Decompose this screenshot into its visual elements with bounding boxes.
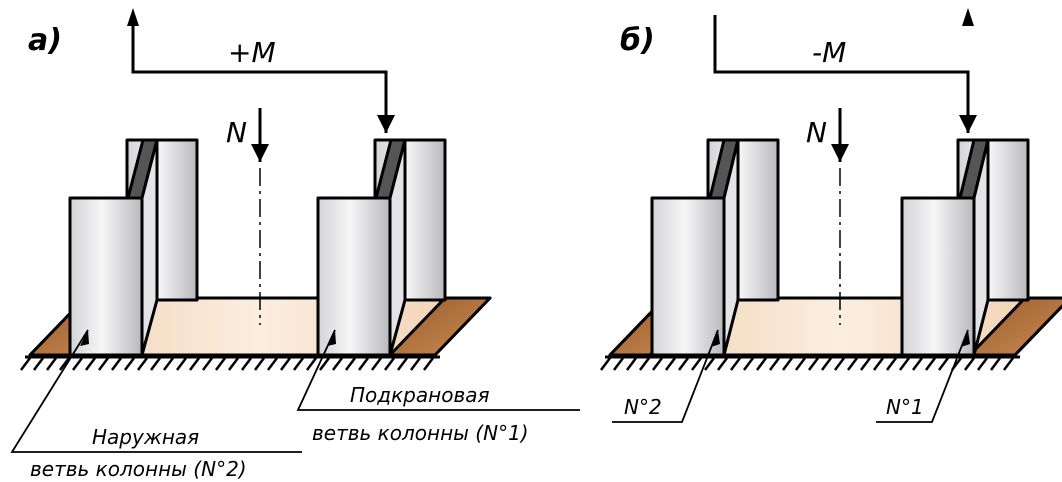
hatch [757, 358, 766, 370]
hatch [874, 358, 883, 370]
callout-text: N°2 [624, 395, 662, 419]
column [652, 198, 724, 355]
hatch [229, 358, 238, 370]
hatch [424, 358, 433, 370]
hatch [21, 358, 30, 370]
hatch [1004, 358, 1013, 370]
hatch [216, 358, 225, 370]
hatch [203, 358, 212, 370]
panel-label: б) [620, 23, 655, 58]
hatch [861, 358, 870, 370]
hatch [835, 358, 844, 370]
moment-label: +M [228, 36, 276, 69]
callout-text: Подкрановая [350, 383, 490, 407]
hatch [385, 358, 394, 370]
hatch [86, 358, 95, 370]
hatch [177, 358, 186, 370]
hatch [372, 358, 381, 370]
arrow-head [962, 8, 974, 26]
hatch [692, 358, 701, 370]
hatch [666, 358, 675, 370]
hatch [125, 358, 134, 370]
hatch [796, 358, 805, 370]
hatch [770, 358, 779, 370]
hatch [926, 358, 935, 370]
hatch [718, 358, 727, 370]
diagram: а) +M N Наружная ветвь колонны (N°2) Под… [0, 0, 1062, 482]
hatch [47, 358, 56, 370]
arrow-head [127, 8, 139, 26]
callout-text: ветвь колонны (N°2) [30, 457, 247, 481]
hatch [112, 358, 121, 370]
drawing [12, 8, 1062, 452]
hatch [939, 358, 948, 370]
hatch [138, 358, 147, 370]
force-label: N [806, 116, 827, 149]
hatch [346, 358, 355, 370]
hatch [744, 358, 753, 370]
callout-text: N°1 [886, 395, 924, 419]
hatch [627, 358, 636, 370]
panel-label: а) [28, 23, 62, 58]
moment-label: -M [812, 36, 846, 69]
hatch [398, 358, 407, 370]
hatch [242, 358, 251, 370]
hatch [601, 358, 610, 370]
hatch [653, 358, 662, 370]
hatch [34, 358, 43, 370]
column [70, 198, 142, 355]
hatch [991, 358, 1000, 370]
callout-text: ветвь колонны (N°1) [312, 421, 529, 445]
hatch [783, 358, 792, 370]
hatch [255, 358, 264, 370]
column [318, 198, 390, 355]
hatch [809, 358, 818, 370]
hatch [887, 358, 896, 370]
hatch [965, 358, 974, 370]
hatch [281, 358, 290, 370]
force-label: N [226, 116, 247, 149]
hatch [848, 358, 857, 370]
hatch [333, 358, 342, 370]
hatch [359, 358, 368, 370]
column [902, 198, 974, 355]
hatch [164, 358, 173, 370]
hatch [151, 358, 160, 370]
hatch [640, 358, 649, 370]
hatch [294, 358, 303, 370]
hatch [190, 358, 199, 370]
hatch [731, 358, 740, 370]
hatch [411, 358, 420, 370]
hatch [99, 358, 108, 370]
hatch [913, 358, 922, 370]
hatch [614, 358, 623, 370]
callout-text: Наружная [92, 425, 199, 449]
hatch [900, 358, 909, 370]
hatch [822, 358, 831, 370]
hatch [268, 358, 277, 370]
hatch [679, 358, 688, 370]
hatch [978, 358, 987, 370]
hatch [73, 358, 82, 370]
hatch [307, 358, 316, 370]
